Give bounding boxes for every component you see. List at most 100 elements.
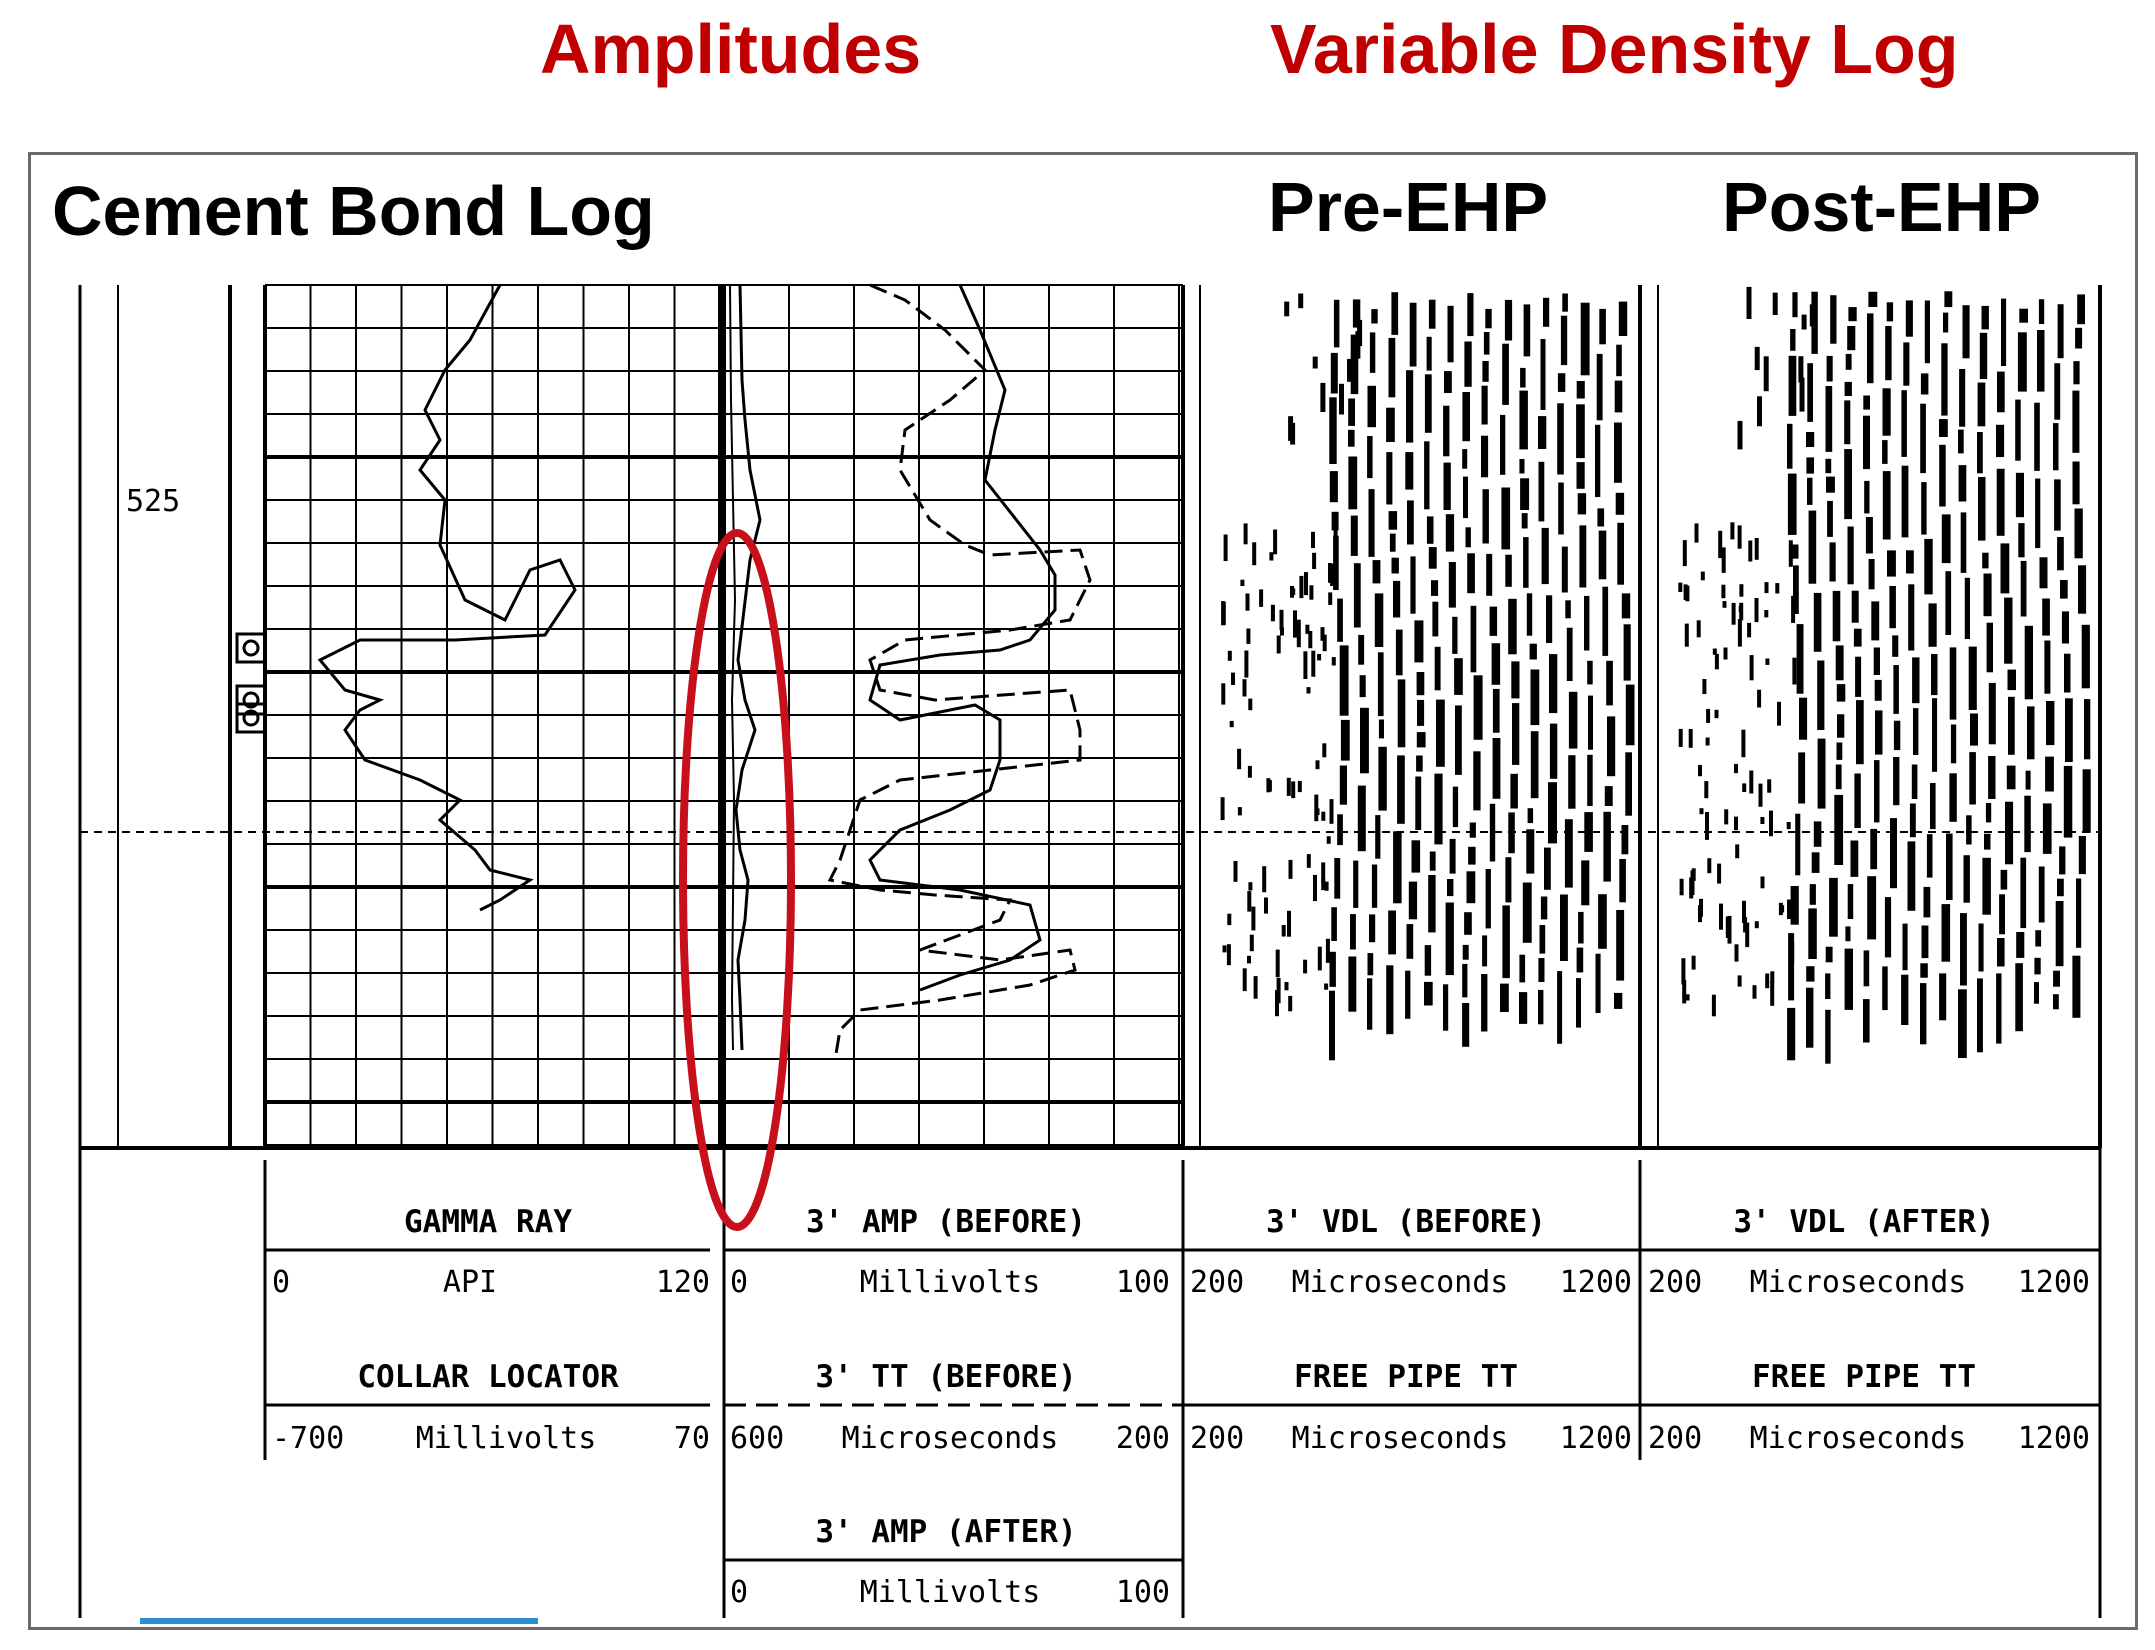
vdl-after-trace — [1854, 773, 1861, 828]
vdl-after-trace — [1928, 603, 1937, 647]
vdl-traces — [1220, 286, 2091, 1064]
vdl-after-trace — [2008, 696, 2015, 755]
vdl-before-trace — [1221, 683, 1226, 705]
vdl-after-trace — [1817, 660, 1825, 730]
vdl-before-trace — [1492, 738, 1501, 799]
vdl-after-trace — [1836, 684, 1846, 702]
vdl-before-trace — [1424, 374, 1432, 433]
legend-vdl-after-name: 3' VDL (AFTER) — [1733, 1204, 1995, 1240]
vdl-after-trace — [1893, 720, 1901, 751]
vdl-after-trace — [1770, 971, 1775, 983]
vdl-before-trace — [1576, 462, 1585, 489]
vdl-after-trace — [2018, 523, 2025, 558]
tt-before-curve — [827, 283, 1092, 1061]
vdl-after-trace — [1850, 840, 1859, 877]
vdl-after-trace — [1807, 477, 1813, 505]
vdl-before-trace — [1308, 631, 1313, 649]
vdl-before-trace — [1375, 815, 1381, 859]
vdl-before-trace — [1389, 533, 1396, 552]
vdl-after-trace — [1699, 808, 1704, 815]
legend-free-pipe-before-min: 200 — [1190, 1421, 1245, 1456]
vdl-after-trace — [1799, 377, 1805, 412]
vdl-after-trace — [1941, 343, 1948, 416]
vdl-after-trace — [1853, 628, 1862, 647]
vdl-before-trace — [1538, 989, 1544, 1025]
vdl-before-trace — [1252, 542, 1257, 566]
vdl-after-trace — [1682, 979, 1687, 1004]
legend-amp-after-unit: Millivolts — [859, 1575, 1041, 1610]
vdl-before-trace — [1467, 553, 1475, 594]
vdl-before-trace — [1426, 516, 1434, 544]
vdl-before-trace — [1333, 535, 1339, 590]
vdl-after-trace — [2053, 423, 2059, 471]
vdl-before-trace — [1519, 459, 1525, 474]
vdl-before-trace — [1270, 604, 1275, 622]
vdl-before-trace — [1444, 371, 1452, 393]
legend-gamma-ray-name: GAMMA RAY — [404, 1204, 572, 1240]
vdl-after-trace — [1999, 894, 2005, 935]
vdl-after-trace — [1811, 852, 1820, 873]
vdl-after-trace — [1996, 973, 2002, 1044]
vdl-before-trace — [1291, 781, 1296, 799]
vdl-before-trace — [1288, 995, 1293, 1012]
vdl-before-trace — [1397, 755, 1405, 824]
vdl-after-trace — [2053, 970, 2060, 987]
vdl-after-trace — [1714, 653, 1719, 670]
vdl-after-trace — [2053, 994, 2059, 1010]
vdl-before-trace — [1473, 751, 1481, 811]
vdl-before-trace — [1519, 992, 1528, 1024]
vdl-before-trace — [1309, 585, 1314, 600]
vdl-before-trace — [1482, 935, 1488, 967]
vdl-after-trace — [1791, 595, 1796, 623]
vdl-after-trace — [1864, 480, 1870, 514]
vdl-before-trace — [1530, 731, 1539, 799]
vdl-before-trace — [1424, 981, 1433, 1006]
vdl-after-trace — [2075, 327, 2083, 349]
vdl-after-trace — [1741, 729, 1746, 758]
vdl-before-trace — [1489, 803, 1496, 862]
vdl-after-trace — [1698, 905, 1702, 923]
vdl-before-trace — [1355, 331, 1361, 359]
vdl-before-trace — [1386, 965, 1394, 1035]
vdl-after-trace — [1902, 923, 1908, 971]
vdl-after-trace — [1981, 305, 1989, 330]
vdl-after-trace — [1721, 584, 1726, 599]
vdl-before-trace — [1306, 687, 1311, 694]
vdl-before-trace — [1469, 822, 1476, 838]
vdl-after-trace — [1977, 382, 1986, 427]
vdl-before-trace — [1324, 983, 1329, 990]
vdl-before-trace — [1249, 934, 1254, 952]
vdl-before-trace — [1405, 970, 1411, 1019]
vdl-before-trace — [1505, 857, 1512, 903]
vdl-after-trace — [1901, 465, 1909, 538]
vdl-before-trace — [1395, 629, 1403, 676]
vdl-after-trace — [1887, 550, 1896, 577]
vdl-after-trace — [1958, 429, 1964, 454]
vdl-before-trace — [1322, 634, 1327, 652]
legend-gamma-ray-unit: API — [442, 1265, 498, 1300]
vdl-before-trace — [1576, 404, 1585, 459]
vdl-before-trace — [1428, 547, 1437, 569]
vdl-before-trace — [1557, 403, 1564, 475]
vdl-before-trace — [1416, 732, 1426, 748]
vdl-before-trace — [1502, 905, 1510, 979]
vdl-before-trace — [1576, 978, 1581, 1028]
vdl-before-trace — [1464, 912, 1472, 935]
vdl-after-trace — [1903, 342, 1910, 386]
legend-vdl-before-min: 200 — [1190, 1265, 1245, 1300]
vdl-before-trace — [1280, 627, 1284, 636]
vdl-before-trace — [1322, 743, 1327, 758]
vdl-after-trace — [1901, 974, 1909, 1025]
vdl-before-trace — [1465, 527, 1471, 548]
amplitude-highlight-ellipse — [679, 529, 795, 1231]
vdl-before-trace — [1481, 385, 1488, 425]
legend-collar-locator-name: COLLAR LOCATOR — [357, 1359, 619, 1395]
vdl-after-trace — [2000, 543, 2010, 594]
vdl-before-trace — [1501, 487, 1511, 550]
vdl-after-trace — [2072, 461, 2080, 505]
vdl-before-trace — [1247, 891, 1252, 912]
legend-free-pipe-after-min: 200 — [1648, 1421, 1703, 1456]
vdl-before-trace — [1502, 343, 1509, 405]
vdl-after-trace — [1684, 623, 1689, 647]
vdl-after-trace — [1788, 540, 1793, 567]
